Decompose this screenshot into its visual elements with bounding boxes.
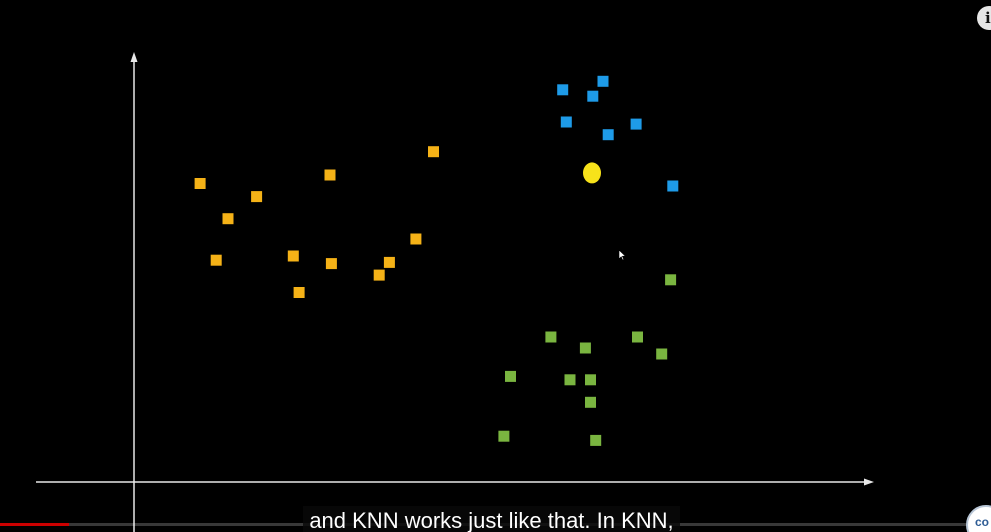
data-point-series-2-3 (564, 374, 576, 386)
data-point-series-0-6 (324, 169, 336, 181)
data-point-series-2-7 (590, 434, 602, 446)
chart-axes (36, 52, 874, 532)
progress-bar[interactable] (0, 523, 991, 526)
y-axis-arrowhead (130, 52, 138, 62)
mouse-cursor-icon (618, 249, 627, 261)
data-point-series-2-0 (498, 430, 510, 442)
data-point-series-1-1 (560, 116, 572, 128)
data-point-series-0-9 (383, 256, 395, 268)
data-point-series-2-8 (632, 331, 643, 343)
info-icon[interactable]: i (977, 6, 991, 30)
data-point-series-2-9 (656, 348, 668, 360)
data-point-series-0-3 (251, 191, 263, 203)
data-point-series-2-10 (665, 274, 677, 286)
data-point-series-0-4 (287, 250, 299, 262)
data-point-series-0-8 (373, 269, 385, 281)
x-axis-arrowhead (864, 478, 874, 486)
data-point-series-1-6 (667, 180, 679, 192)
data-point-series-0-0 (194, 178, 206, 189)
query-point (583, 162, 601, 184)
data-point-series-0-1 (210, 254, 222, 266)
data-point-series-2-5 (585, 374, 596, 386)
data-points (194, 75, 679, 446)
data-point-series-1-5 (630, 118, 642, 130)
data-point-series-1-0 (557, 84, 569, 96)
data-point-series-0-2 (222, 213, 234, 225)
data-point-series-0-7 (325, 258, 337, 270)
data-point-series-2-4 (579, 342, 591, 354)
data-point-series-1-4 (602, 129, 614, 141)
data-point-series-2-6 (585, 396, 596, 408)
data-point-series-0-11 (428, 146, 439, 158)
data-point-series-0-10 (410, 233, 422, 245)
data-point-series-0-5 (293, 287, 305, 298)
data-point-series-1-2 (587, 90, 599, 102)
data-point-series-2-1 (505, 370, 516, 382)
channel-logo-text: co (975, 515, 990, 529)
data-point-series-1-3 (597, 75, 609, 87)
data-point-series-2-2 (545, 331, 557, 343)
progress-bar-played (0, 523, 70, 526)
